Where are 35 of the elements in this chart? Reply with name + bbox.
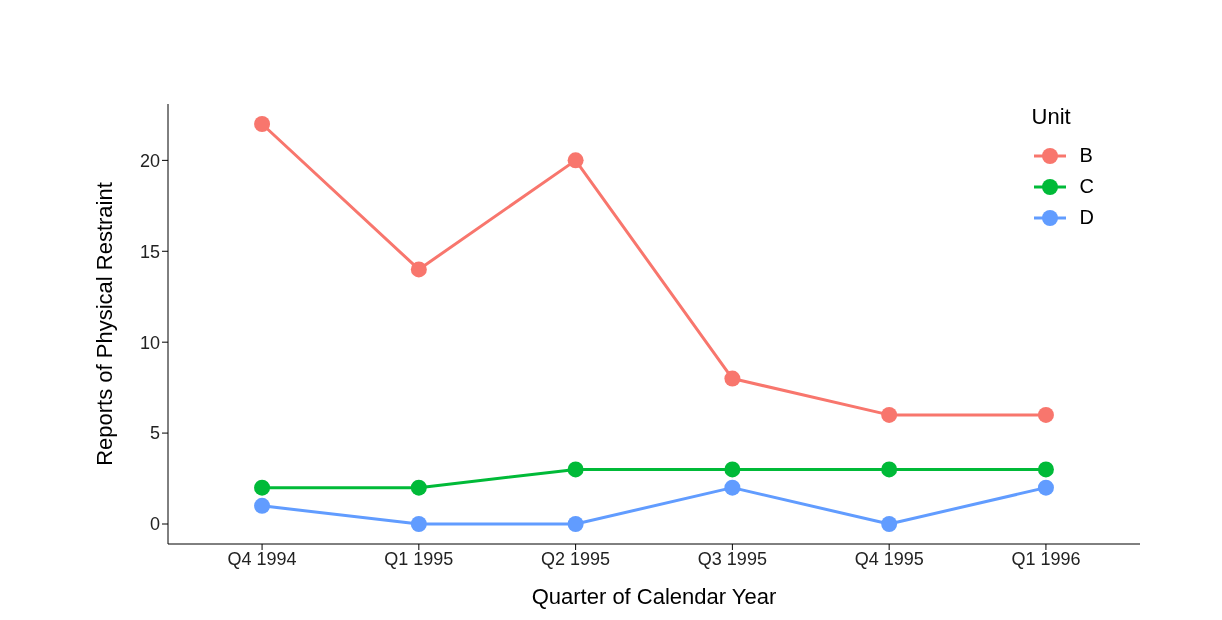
x-tick-label: Q1 1996 (1011, 548, 1081, 569)
point (724, 370, 741, 387)
point (254, 116, 271, 132)
x-tick-label: Q2 1995 (541, 548, 611, 569)
point (881, 516, 898, 532)
point (881, 406, 898, 423)
legend-label: C (1079, 175, 1094, 198)
point (410, 516, 427, 532)
y-tick-label: 0 (149, 514, 160, 535)
x-tick-label: Q4 1995 (854, 548, 924, 569)
point (1037, 479, 1054, 496)
x-axis-title: Quarter of Calendar Year (531, 584, 777, 609)
legend-title: Unit (1031, 104, 1072, 130)
point (410, 261, 427, 278)
point (410, 479, 427, 496)
point (881, 461, 898, 478)
point (567, 516, 584, 532)
point (254, 497, 271, 514)
point (1037, 406, 1054, 423)
x-tick-label: Q4 1994 (227, 548, 297, 569)
y-tick-label: 15 (139, 241, 160, 262)
y-axis-title: Reports of Physical Restraint (91, 182, 117, 466)
y-tick-label: 20 (139, 150, 160, 171)
point (724, 479, 741, 496)
x-tick-label: Q1 1995 (384, 548, 454, 569)
point (567, 461, 584, 478)
point (254, 479, 271, 496)
point (724, 461, 741, 478)
point (1037, 461, 1054, 478)
y-tick-label: 10 (139, 332, 160, 353)
y-tick-label: 5 (149, 423, 160, 444)
x-tick-label: Q3 1995 (697, 548, 767, 569)
legend-label: B (1079, 144, 1093, 167)
point (567, 152, 584, 169)
legend-label: D (1079, 206, 1094, 229)
